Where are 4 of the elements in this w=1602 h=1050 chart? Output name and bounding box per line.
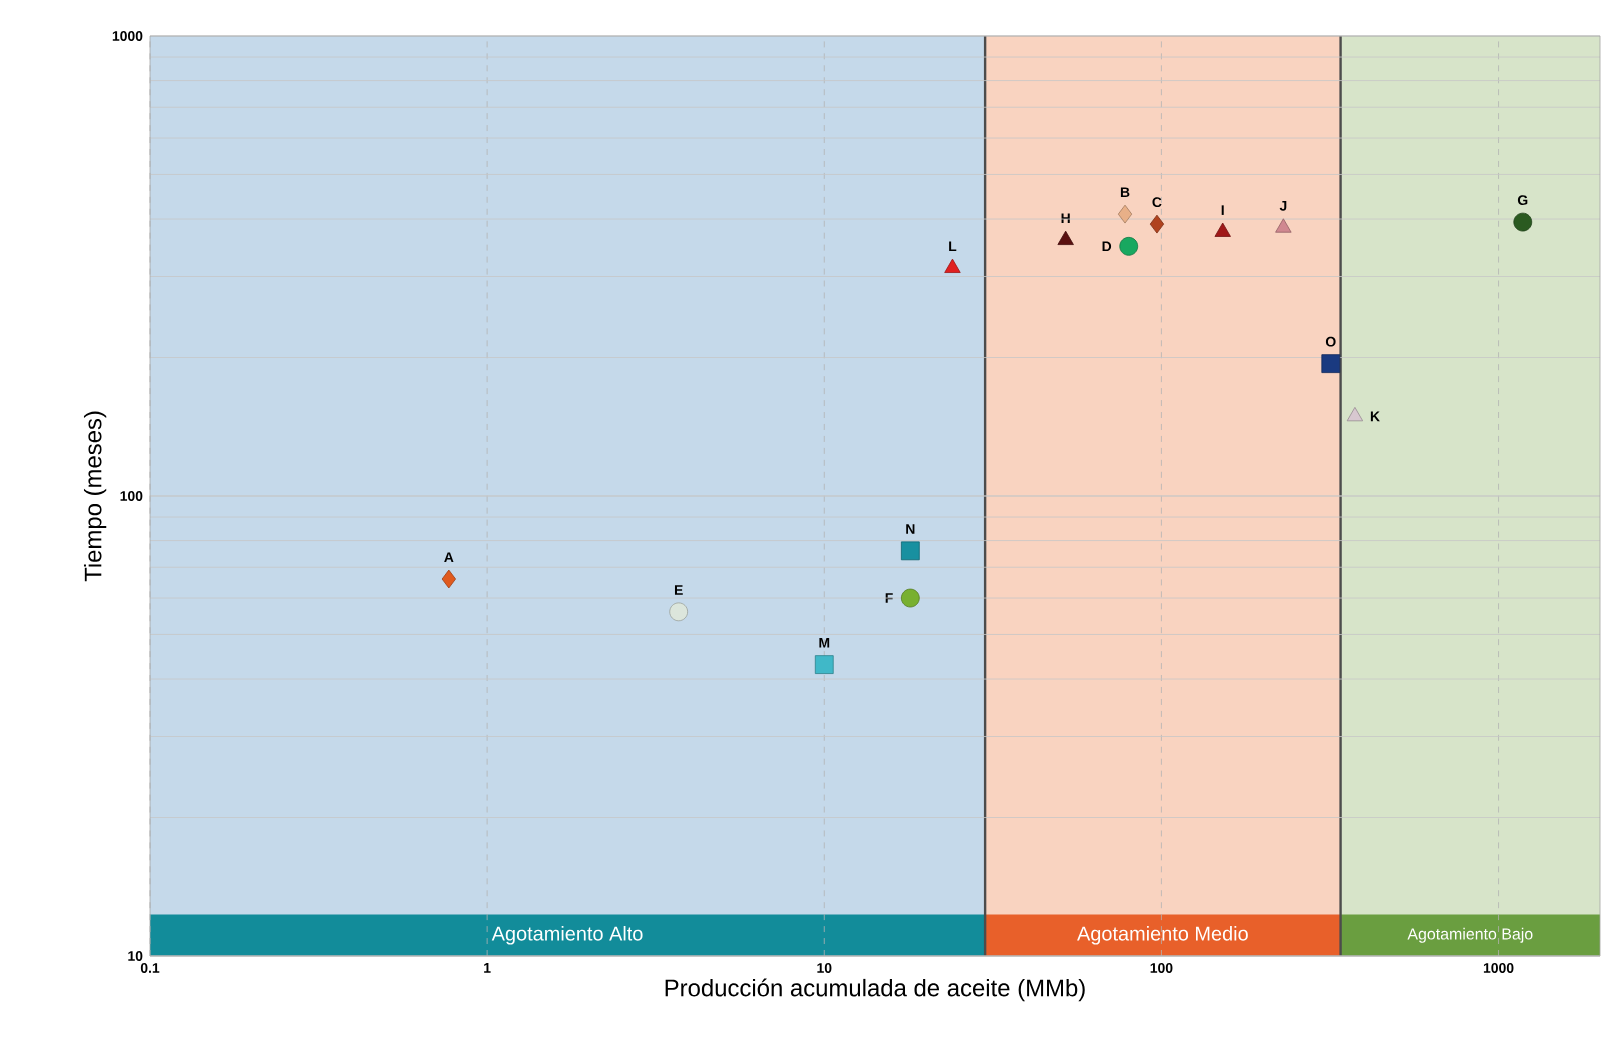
band-label: Agotamiento Alto bbox=[491, 926, 643, 945]
x-axis-title: Producción acumulada de aceite (MMb) bbox=[665, 978, 1085, 1002]
band-label: Agotamiento Medio bbox=[1077, 926, 1248, 945]
y-axis-title: Tiempo (meses) bbox=[83, 411, 107, 582]
